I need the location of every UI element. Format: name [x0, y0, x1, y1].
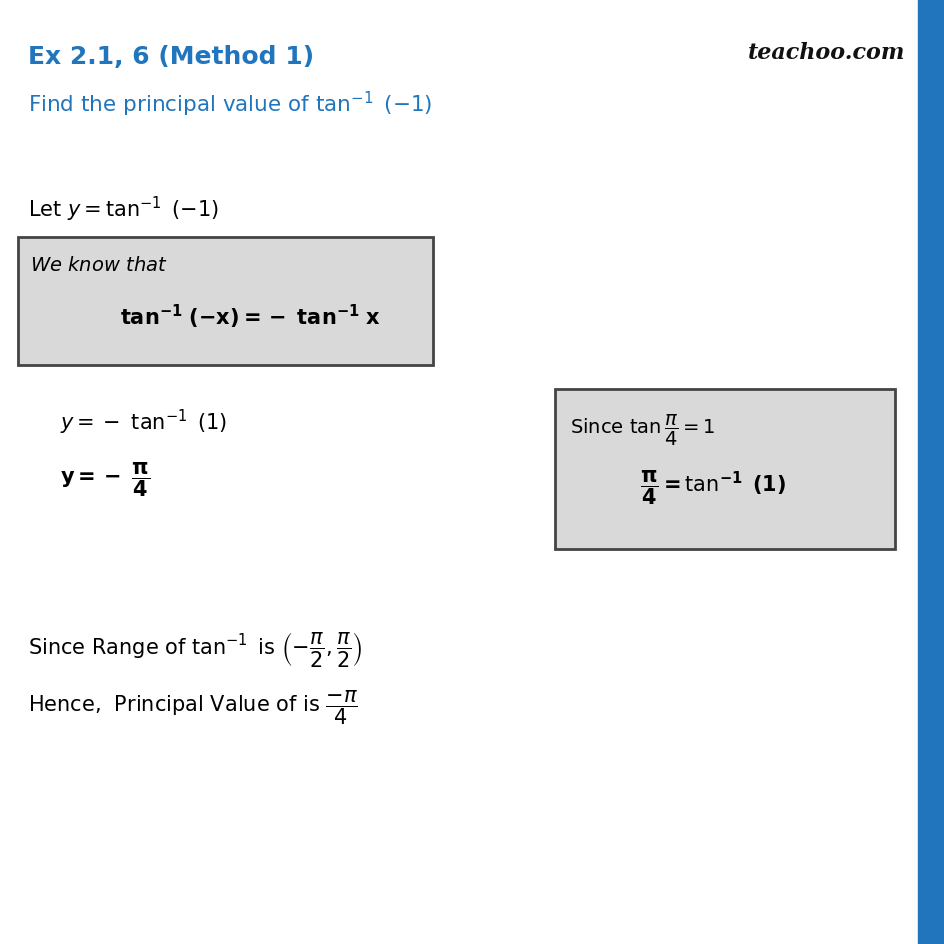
Text: $\mathbf{\dfrac{\pi}{4} = \tan^{-1}\ (1)}$: $\mathbf{\dfrac{\pi}{4} = \tan^{-1}\ (1)…: [639, 467, 785, 506]
Text: $\it{We\ know\ that}$: $\it{We\ know\ that}$: [30, 256, 167, 275]
Text: Since $\tan \dfrac{\pi}{4} = 1$: Since $\tan \dfrac{\pi}{4} = 1$: [569, 413, 715, 447]
FancyBboxPatch shape: [18, 238, 432, 365]
Text: Hence,  Principal Value of is $\dfrac{-\pi}{4}$: Hence, Principal Value of is $\dfrac{-\p…: [28, 687, 358, 726]
Text: Since Range of $\tan^{-1}$ is $\left(-\dfrac{\pi}{2}, \dfrac{\pi}{2}\right)$: Since Range of $\tan^{-1}$ is $\left(-\d…: [28, 630, 362, 668]
FancyBboxPatch shape: [554, 390, 894, 549]
Text: Find the principal value of $\tan^{-1}$ $(-1)$: Find the principal value of $\tan^{-1}$ …: [28, 90, 432, 119]
Bar: [917, 0, 944, 944]
Text: $\mathbf{y = -\ \dfrac{\pi}{4}}$: $\mathbf{y = -\ \dfrac{\pi}{4}}$: [59, 460, 150, 498]
Text: Ex 2.1, 6 (Method 1): Ex 2.1, 6 (Method 1): [28, 45, 313, 69]
Text: Let $y = \tan^{-1}$ $(-1)$: Let $y = \tan^{-1}$ $(-1)$: [28, 194, 219, 224]
Text: $\mathbf{tan^{-1}\ (-x) = -\ tan^{-1}\ x}$: $\mathbf{tan^{-1}\ (-x) = -\ tan^{-1}\ x…: [120, 303, 380, 330]
Text: $y = -\ \tan^{-1}$ $(1)$: $y = -\ \tan^{-1}$ $(1)$: [59, 408, 227, 437]
Text: teachoo.com: teachoo.com: [747, 42, 904, 64]
